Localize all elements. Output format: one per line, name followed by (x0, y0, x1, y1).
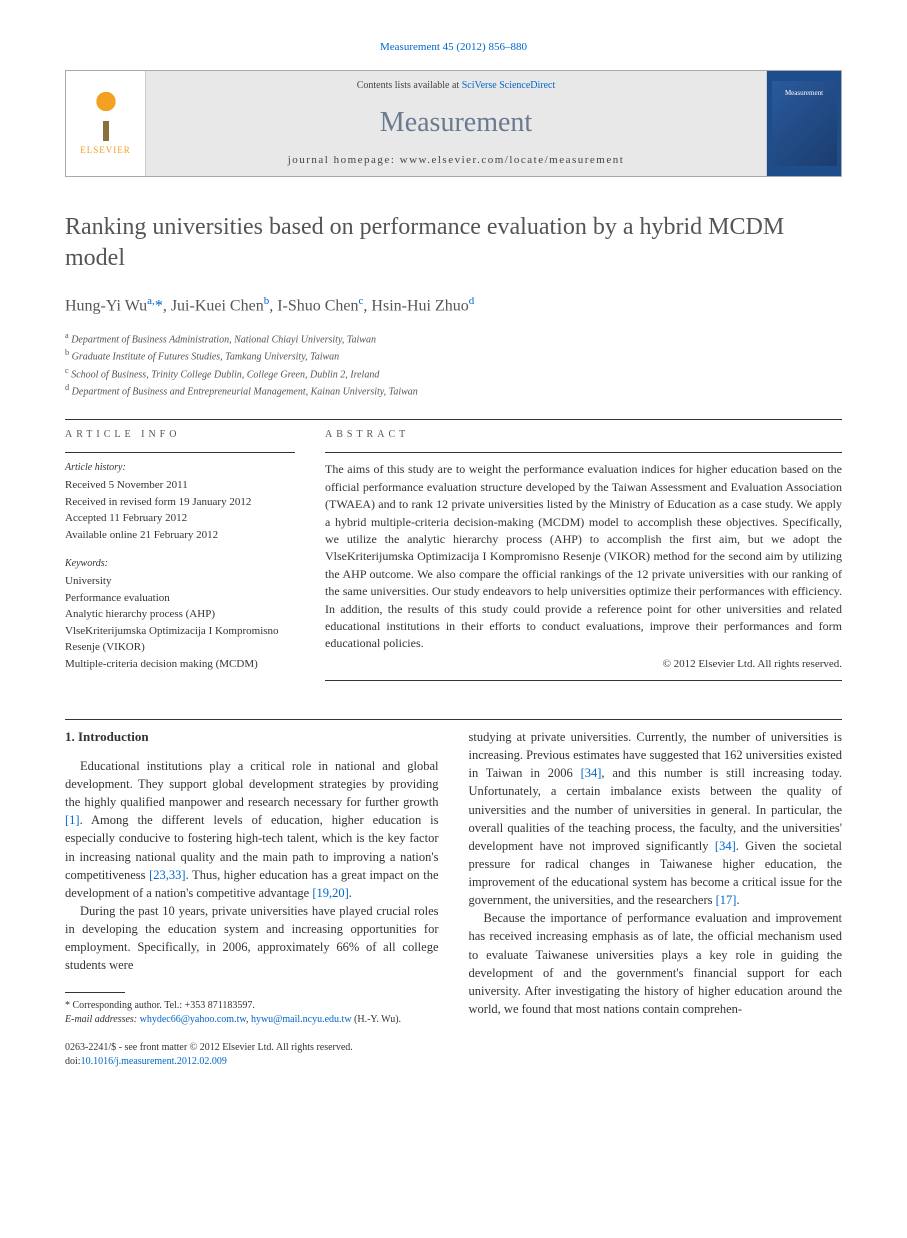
affiliation: School of Business, Trinity College Dubl… (71, 369, 379, 380)
abstract-label: ABSTRACT (325, 428, 842, 442)
body-text: 1. Introduction Educational institutions… (65, 728, 842, 1069)
footnote-separator (65, 992, 125, 993)
cover-thumbnail: Measurement (772, 81, 837, 166)
publisher-name: ELSEVIER (80, 144, 131, 157)
history-label: Article history: (65, 461, 295, 475)
abstract-panel: ABSTRACT The aims of this study are to w… (325, 428, 842, 689)
journal-header: ELSEVIER Contents lists available at Sci… (65, 70, 842, 177)
body-column-right: studying at private universities. Curren… (469, 728, 843, 1069)
journal-homepage: journal homepage: www.elsevier.com/locat… (156, 153, 756, 168)
sciencedirect-link[interactable]: SciVerse ScienceDirect (462, 80, 556, 91)
reference-link[interactable]: [34] (715, 839, 736, 853)
elsevier-tree-icon (81, 91, 131, 141)
article-title: Ranking universities based on performanc… (65, 212, 842, 274)
author[interactable]: Hung-Yi Wu (65, 298, 147, 315)
affiliation: Department of Business Administration, N… (71, 334, 376, 345)
divider (65, 419, 842, 420)
section-heading: 1. Introduction (65, 728, 439, 747)
email-link[interactable]: hywu@mail.ncyu.edu.tw (251, 1014, 352, 1025)
homepage-url[interactable]: www.elsevier.com/locate/measurement (400, 154, 625, 166)
footer-meta: 0263-2241/$ - see front matter © 2012 El… (65, 1041, 439, 1069)
paragraph: Because the importance of performance ev… (469, 909, 843, 1018)
citation-link[interactable]: Measurement 45 (2012) 856–880 (380, 41, 527, 53)
reference-link[interactable]: [23,33] (149, 868, 185, 882)
corresponding-author-note: * Corresponding author. Tel.: +353 87118… (65, 999, 439, 1027)
history-item: Available online 21 February 2012 (65, 527, 295, 544)
journal-title: Measurement (156, 103, 756, 142)
email-link[interactable]: whydec66@yahoo.com.tw (140, 1014, 246, 1025)
doi-link[interactable]: 10.1016/j.measurement.2012.02.009 (81, 1056, 227, 1067)
paragraph: studying at private universities. Curren… (469, 728, 843, 909)
keyword: Performance evaluation (65, 590, 295, 607)
abstract-copyright: © 2012 Elsevier Ltd. All rights reserved… (325, 657, 842, 672)
keyword: Multiple-criteria decision making (MCDM) (65, 656, 295, 673)
author[interactable]: I-Shuo Chen (277, 298, 358, 315)
keyword: Analytic hierarchy process (AHP) (65, 606, 295, 623)
journal-cover[interactable]: Measurement (766, 71, 841, 176)
authors-line: Hung-Yi Wua,*, Jui-Kuei Chenb, I-Shuo Ch… (65, 294, 842, 318)
paragraph: During the past 10 years, private univer… (65, 902, 439, 975)
history-item: Received 5 November 2011 (65, 477, 295, 494)
affiliation: Department of Business and Entrepreneuri… (72, 386, 418, 397)
publisher-logo[interactable]: ELSEVIER (66, 71, 146, 176)
article-info-panel: ARTICLE INFO Article history: Received 5… (65, 428, 295, 689)
reference-link[interactable]: [17] (716, 893, 737, 907)
reference-link[interactable]: [34] (581, 766, 602, 780)
keyword: University (65, 573, 295, 590)
contents-available: Contents lists available at SciVerse Sci… (156, 79, 756, 93)
author[interactable]: Hsin-Hui Zhuo (371, 298, 468, 315)
citation-header: Measurement 45 (2012) 856–880 (65, 40, 842, 55)
history-item: Received in revised form 19 January 2012 (65, 494, 295, 511)
author[interactable]: Jui-Kuei Chen (171, 298, 264, 315)
affiliations: a Department of Business Administration,… (65, 330, 842, 399)
affiliation: Graduate Institute of Futures Studies, T… (72, 352, 340, 363)
paragraph: Educational institutions play a critical… (65, 757, 439, 902)
body-column-left: 1. Introduction Educational institutions… (65, 728, 439, 1069)
abstract-text: The aims of this study are to weight the… (325, 461, 842, 652)
corresponding-marker[interactable]: * (155, 298, 163, 315)
keywords-label: Keywords: (65, 557, 295, 571)
article-info-label: ARTICLE INFO (65, 428, 295, 442)
keyword: VlseKriterijumska Optimizacija I Komprom… (65, 623, 295, 656)
history-item: Accepted 11 February 2012 (65, 510, 295, 527)
reference-link[interactable]: [19,20] (312, 886, 348, 900)
reference-link[interactable]: [1] (65, 813, 80, 827)
